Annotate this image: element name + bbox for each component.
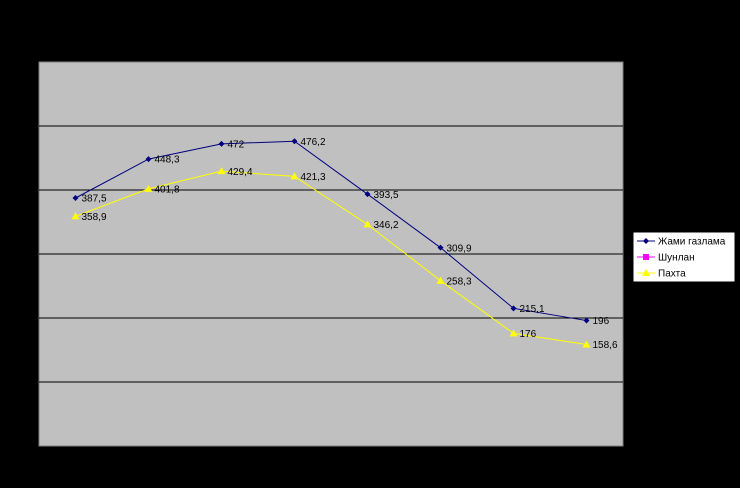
data-label: 158,6 [593, 340, 618, 351]
marker [291, 138, 298, 145]
marker [145, 156, 152, 163]
y-tick-label: 600 [16, 57, 33, 68]
line [75, 170, 587, 345]
data-label: 476,2 [301, 137, 326, 148]
data-label: 309,9 [447, 243, 472, 254]
y-tick-label: 400 [16, 185, 33, 196]
y-tick-label: 300 [16, 249, 33, 260]
marker [218, 140, 225, 147]
marker [642, 269, 650, 276]
y-tick-label: 100 [16, 377, 33, 388]
marker [363, 220, 372, 228]
marker [436, 276, 445, 284]
data-label: 401,8 [155, 184, 180, 195]
data-label: 393,5 [374, 190, 399, 201]
legend-label: Шунлан [658, 253, 695, 264]
legend-label: Жами газлама [658, 237, 726, 248]
marker [217, 167, 226, 175]
marker [643, 254, 649, 260]
marker [72, 195, 79, 201]
y-tick-label: 0 [27, 441, 33, 452]
marker [437, 244, 444, 251]
marker [364, 191, 371, 198]
data-label: 448,3 [155, 155, 180, 166]
marker [509, 329, 518, 337]
marker [290, 172, 299, 180]
data-label: 215,1 [520, 304, 545, 315]
data-label: 358,9 [82, 212, 107, 223]
line [75, 140, 587, 322]
data-label: 196 [593, 316, 610, 327]
marker [643, 238, 649, 244]
data-label: 346,2 [374, 220, 399, 231]
marker [583, 317, 590, 324]
data-label: 421,3 [301, 172, 326, 183]
data-label: 387,5 [82, 194, 107, 205]
marker [510, 305, 517, 312]
data-label: 176 [520, 329, 537, 340]
marker [71, 212, 80, 220]
data-label: 429,4 [228, 167, 253, 178]
marker [582, 340, 591, 348]
data-label: 472 [228, 140, 245, 151]
y-tick-label: 500 [16, 121, 33, 132]
y-tick-label: 200 [16, 313, 33, 324]
marker [144, 184, 153, 192]
legend-label: Пахта [658, 269, 686, 280]
data-label: 258,3 [447, 276, 472, 287]
